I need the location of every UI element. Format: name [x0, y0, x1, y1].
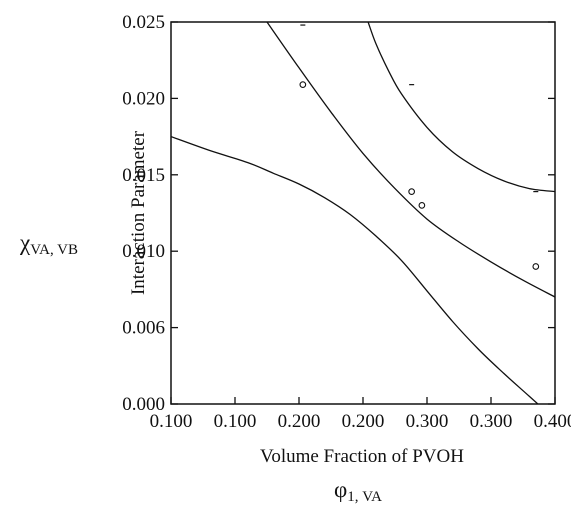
- data-points: [299, 81, 540, 270]
- curve-2: [266, 22, 555, 298]
- data-point: [299, 81, 307, 88]
- plot-frame: [170, 21, 556, 405]
- x-tick-label: 0.300: [406, 411, 449, 432]
- x-tick-label: 0.200: [278, 411, 321, 432]
- y-axis-ticks: 0.000 0.006 0.010 0.015 0.020 0.025: [122, 12, 555, 415]
- x-tick-label: 0.400: [534, 411, 571, 432]
- x-axis-ticks: 0.100 0.100 0.200 0.200 0.300 0.300 0.400: [150, 397, 571, 432]
- phi-symbol-label: φ1, VA: [334, 477, 382, 505]
- dash-marks: [300, 24, 539, 193]
- curve-3: [367, 22, 555, 193]
- y-tick-label: 0.015: [122, 165, 165, 186]
- y-tick-label: 0.010: [122, 241, 165, 262]
- y-tick-label: 0.020: [122, 88, 165, 109]
- y-tick-label: 0.025: [122, 12, 165, 33]
- chi-subscript: VA, VB: [30, 242, 78, 258]
- fitted-curves: [171, 22, 555, 404]
- data-point: [408, 188, 415, 195]
- x-tick-label: 0.200: [342, 411, 385, 432]
- y-tick-label: 0.006: [122, 318, 165, 339]
- y-tick-label: 0.000: [122, 394, 165, 415]
- data-point: [532, 263, 540, 270]
- chi-symbol-label: χVA, VB: [19, 230, 78, 258]
- data-point: [418, 202, 426, 209]
- phi-symbol: φ: [334, 477, 347, 502]
- x-tick-label: 0.100: [150, 411, 193, 432]
- x-tick-label: 0.300: [470, 411, 513, 432]
- chi-symbol: χ: [19, 230, 31, 255]
- curve-1: [171, 135, 539, 404]
- x-axis-label: Volume Fraction of PVOH: [260, 446, 464, 467]
- phi-subscript: 1, VA: [347, 489, 382, 505]
- x-tick-label: 0.100: [214, 411, 257, 432]
- y-axis-label: Interaction Parameter: [128, 130, 149, 295]
